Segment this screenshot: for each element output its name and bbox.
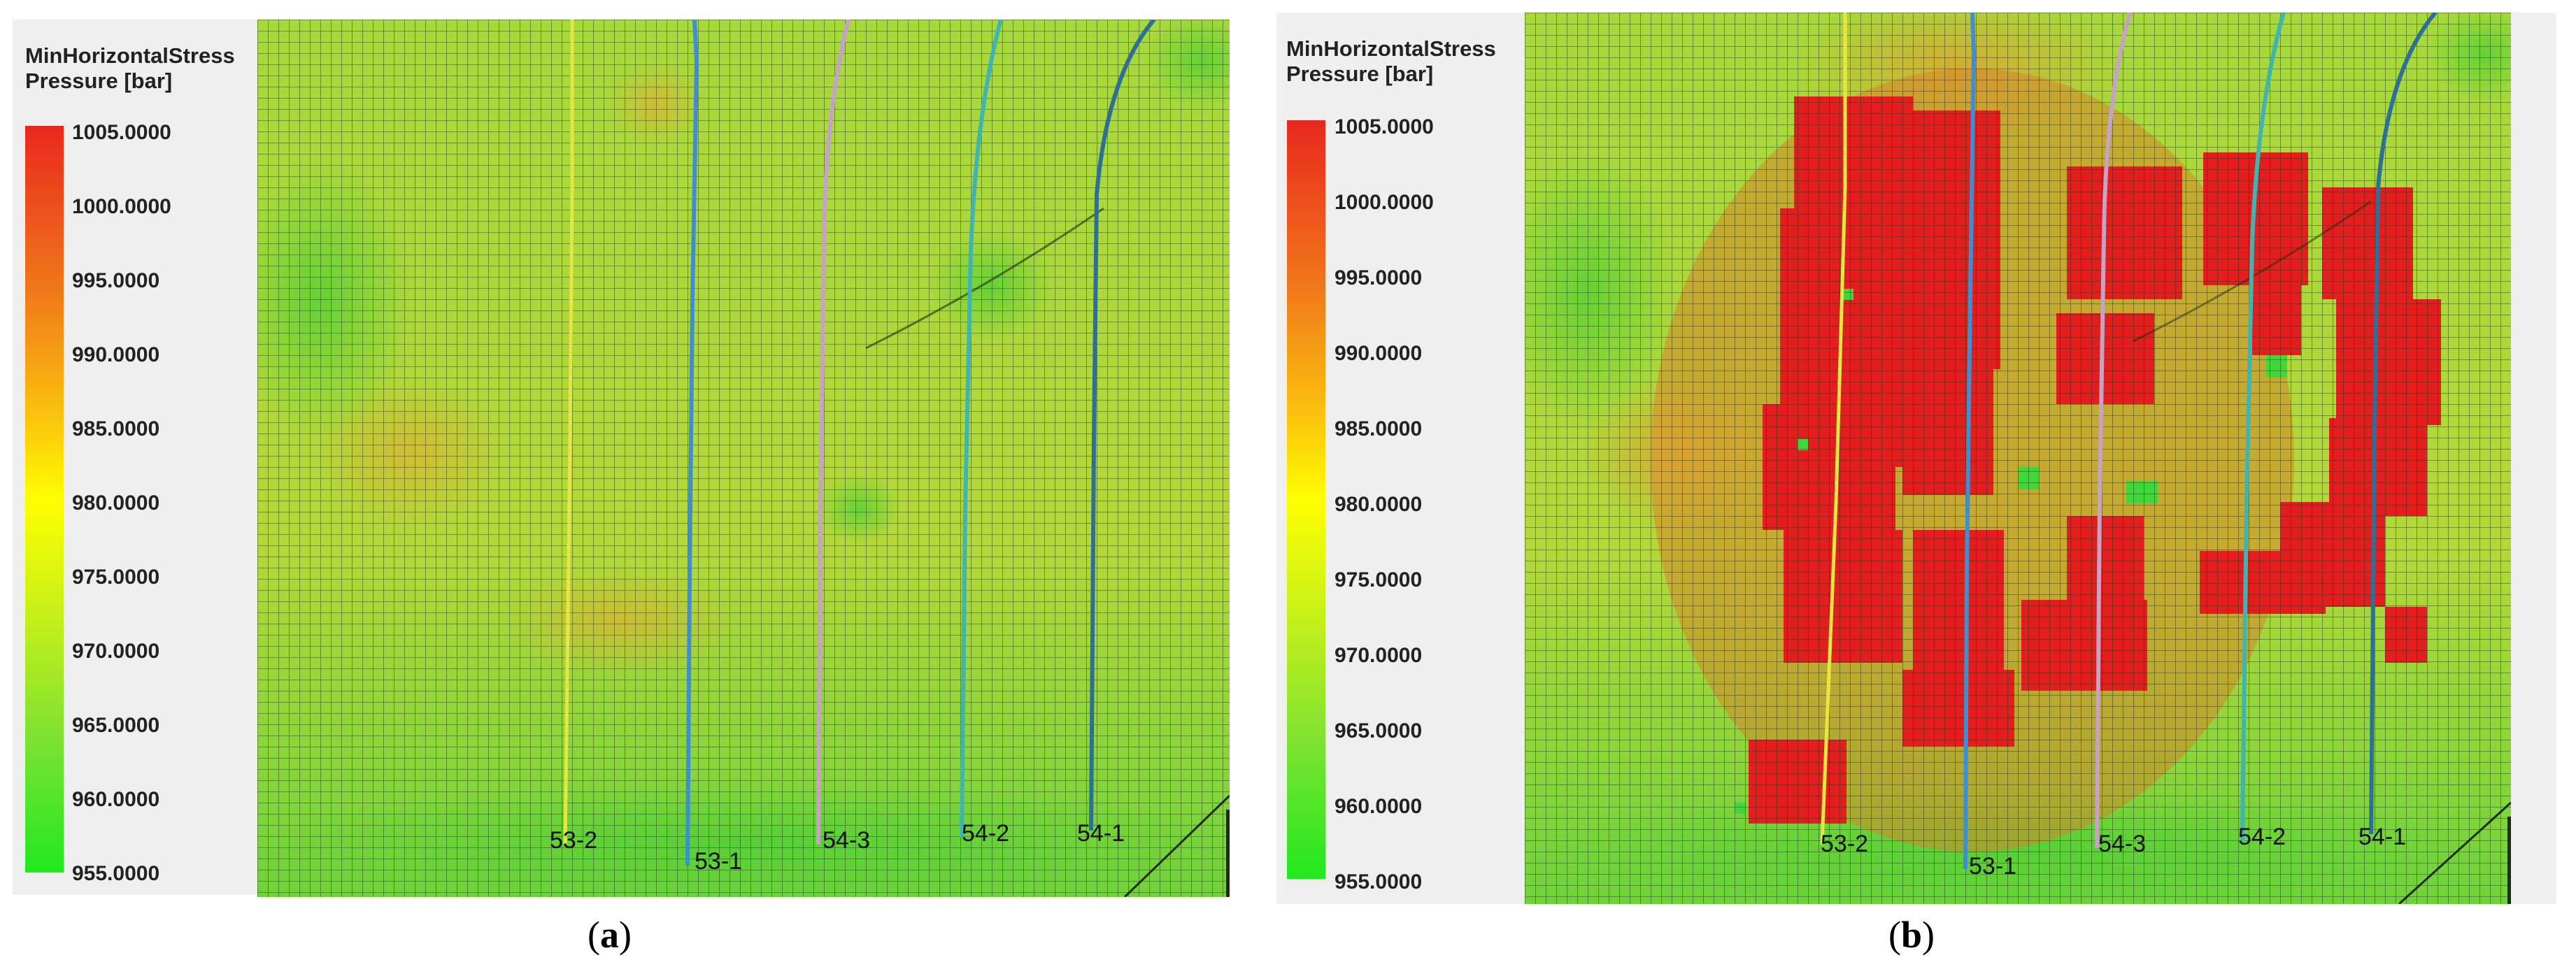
legend-title-line2: Pressure [bar] [25, 69, 173, 93]
tick-label: 975.0000 [72, 566, 160, 589]
well-label-53-1: 53-1 [1969, 853, 2016, 880]
well-53-2-trajectory [563, 20, 574, 845]
boundary-edge [2507, 817, 2511, 904]
fault-line [2398, 801, 2511, 904]
caption-b: (b) [1888, 914, 1935, 956]
tick-label: 965.0000 [1335, 719, 1423, 742]
boundary-edge [1226, 810, 1230, 897]
colorbar-b [1287, 120, 1325, 879]
legend-title-line2: Pressure [bar] [1286, 62, 1434, 86]
well-54-2-trajectory [960, 20, 1003, 838]
well-54-2-trajectory [2240, 13, 2286, 842]
tick-label: 990.0000 [72, 343, 160, 366]
tick-label: 985.0000 [1335, 417, 1423, 440]
well-54-3-trajectory [816, 20, 851, 845]
well-label-53-1: 53-1 [695, 848, 742, 875]
well-label-54-1: 54-1 [2358, 824, 2406, 850]
well-label-53-2: 53-2 [550, 827, 597, 854]
tick-label: 1005.0000 [1335, 115, 1434, 138]
tick-label: 955.0000 [1335, 870, 1423, 893]
well-53-1-trajectory [685, 20, 699, 866]
tick-label: 1005.0000 [72, 121, 171, 144]
legend-title-line1: MinHorizontalStress [1286, 36, 1496, 61]
well-54-1-trajectory [2369, 13, 2438, 835]
stress-map-b: 53-2 53-1 54-3 54-2 54-1 [1525, 13, 2511, 904]
tick-label: 965.0000 [72, 714, 160, 737]
stress-map-a: 53-2 53-1 54-3 54-2 54-1 [257, 20, 1230, 897]
tick-label: 970.0000 [1335, 644, 1423, 667]
legend-title-b: MinHorizontalStress Pressure [bar] [1286, 36, 1496, 87]
well-54-1-trajectory [1089, 20, 1156, 831]
tick-label: 975.0000 [1335, 568, 1423, 591]
well-label-54-1: 54-1 [1077, 820, 1125, 847]
fault-line [1123, 794, 1230, 897]
tick-label: 960.0000 [1335, 795, 1423, 818]
well-53-2-trajectory [1820, 13, 1847, 845]
tick-label: 980.0000 [1335, 493, 1423, 516]
legend-title-a: MinHorizontalStress Pressure [bar] [25, 43, 235, 94]
well-label-53-2: 53-2 [1821, 831, 1868, 857]
tick-label: 990.0000 [1335, 342, 1423, 365]
caption-a: (a) [588, 914, 632, 956]
tick-label: 985.0000 [72, 417, 160, 440]
tick-label: 995.0000 [72, 269, 160, 292]
well-label-54-3: 54-3 [823, 827, 870, 854]
tick-label: 970.0000 [72, 640, 160, 663]
well-label-54-2: 54-2 [2238, 824, 2286, 850]
colorbar-a [25, 126, 64, 873]
well-54-3-trajectory [2095, 13, 2132, 849]
fault-line [865, 207, 1104, 350]
mesh-grid [257, 20, 1230, 897]
well-label-54-3: 54-3 [2098, 831, 2146, 857]
tick-label: 1000.0000 [1335, 191, 1434, 214]
fault-line [2133, 200, 2372, 343]
mesh-grid [1525, 13, 2511, 904]
tick-label: 960.0000 [72, 788, 160, 811]
well-53-1-trajectory [1963, 13, 1977, 870]
tick-label: 955.0000 [72, 862, 160, 885]
tick-label: 980.0000 [72, 491, 160, 515]
tick-label: 995.0000 [1335, 266, 1423, 289]
tick-label: 1000.0000 [72, 195, 171, 218]
legend-title-line1: MinHorizontalStress [25, 43, 235, 68]
well-label-54-2: 54-2 [962, 820, 1009, 847]
